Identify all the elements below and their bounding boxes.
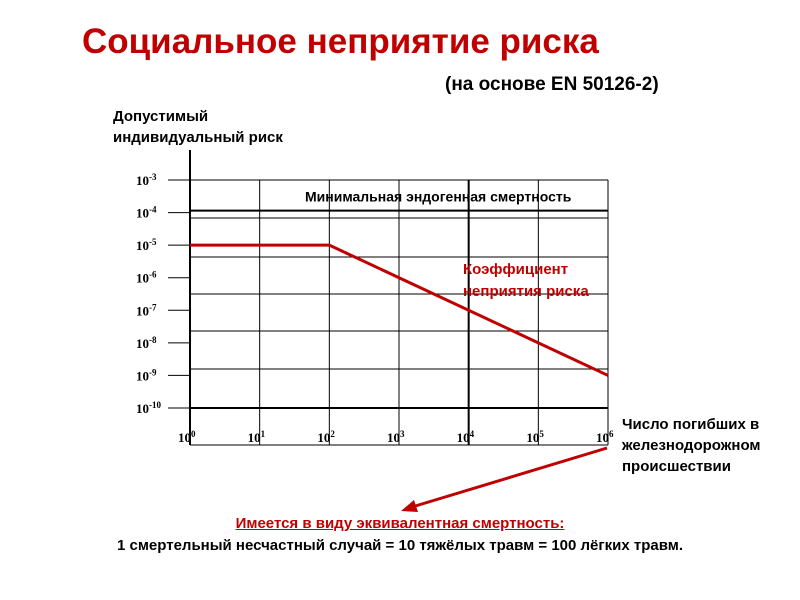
y-tick-label: 10-9 bbox=[136, 367, 157, 383]
x-axis-label: Число погибших в железнодорожном происше… bbox=[622, 414, 797, 477]
x-tick-label: 106 bbox=[596, 429, 614, 445]
x-tick-label: 103 bbox=[387, 429, 405, 445]
subtitle: (на основе EN 50126-2) bbox=[445, 74, 659, 95]
note-heading: Имеется в виду эквивалентная смертность: bbox=[235, 515, 565, 532]
y-tick-label: 10-8 bbox=[136, 335, 157, 351]
y-tick-label: 10-6 bbox=[136, 270, 157, 286]
y-tick-label: 10-4 bbox=[136, 205, 157, 221]
arrow-head-icon bbox=[401, 500, 418, 512]
series-label: Коэффициент bbox=[463, 261, 568, 278]
reference-line-label: Минимальная эндогенная смертность bbox=[305, 189, 572, 205]
x-tick-label: 101 bbox=[248, 429, 266, 445]
y-tick-label: 10-10 bbox=[136, 400, 161, 416]
x-tick-label: 105 bbox=[526, 429, 544, 445]
x-tick-label: 102 bbox=[317, 429, 335, 445]
y-tick-label: 10-5 bbox=[136, 237, 157, 253]
page-title: Социальное неприятие риска bbox=[82, 22, 599, 61]
arrow-line bbox=[411, 446, 608, 509]
x-tick-label: 100 bbox=[178, 429, 196, 445]
y-axis-label: Допустимый индивидуальный риск bbox=[113, 108, 283, 146]
y-tick-label: 10-7 bbox=[136, 302, 157, 318]
note-text: 1 смертельный несчастный случай = 10 тяж… bbox=[116, 537, 684, 554]
series-label: неприятия риска bbox=[463, 283, 589, 300]
series-line bbox=[190, 243, 609, 377]
x-axis-label-text: Число погибших в железнодорожном происше… bbox=[622, 416, 761, 475]
y-tick-label: 10-3 bbox=[136, 172, 157, 188]
x-tick-label: 104 bbox=[457, 429, 475, 445]
